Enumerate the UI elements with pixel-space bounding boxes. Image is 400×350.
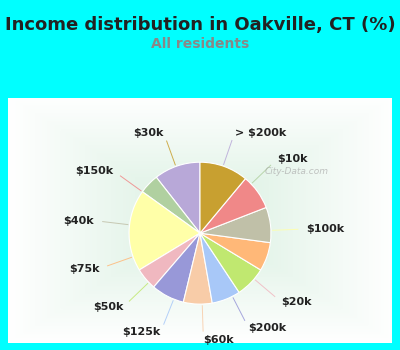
Wedge shape xyxy=(183,233,212,304)
Wedge shape xyxy=(200,233,270,270)
Text: $125k: $125k xyxy=(122,327,161,337)
Text: $150k: $150k xyxy=(76,166,114,176)
Wedge shape xyxy=(200,162,246,233)
Text: $200k: $200k xyxy=(248,323,287,333)
Wedge shape xyxy=(129,192,200,270)
Text: $75k: $75k xyxy=(69,264,100,274)
Wedge shape xyxy=(200,178,266,233)
Wedge shape xyxy=(139,233,200,287)
Text: $50k: $50k xyxy=(93,302,123,312)
Wedge shape xyxy=(154,233,200,302)
Text: Income distribution in Oakville, CT (%): Income distribution in Oakville, CT (%) xyxy=(5,16,395,34)
Wedge shape xyxy=(200,208,271,243)
Text: City-Data.com: City-Data.com xyxy=(264,167,328,176)
Wedge shape xyxy=(200,233,261,292)
Text: $30k: $30k xyxy=(133,128,164,138)
Wedge shape xyxy=(200,233,239,303)
Text: All residents: All residents xyxy=(151,37,249,51)
Wedge shape xyxy=(142,177,200,233)
Wedge shape xyxy=(156,162,200,233)
Text: $60k: $60k xyxy=(203,335,234,344)
Text: $20k: $20k xyxy=(281,297,312,307)
Text: $40k: $40k xyxy=(64,216,94,226)
Text: > $200k: > $200k xyxy=(235,127,286,138)
Text: $10k: $10k xyxy=(277,154,307,164)
Text: $100k: $100k xyxy=(306,224,344,234)
